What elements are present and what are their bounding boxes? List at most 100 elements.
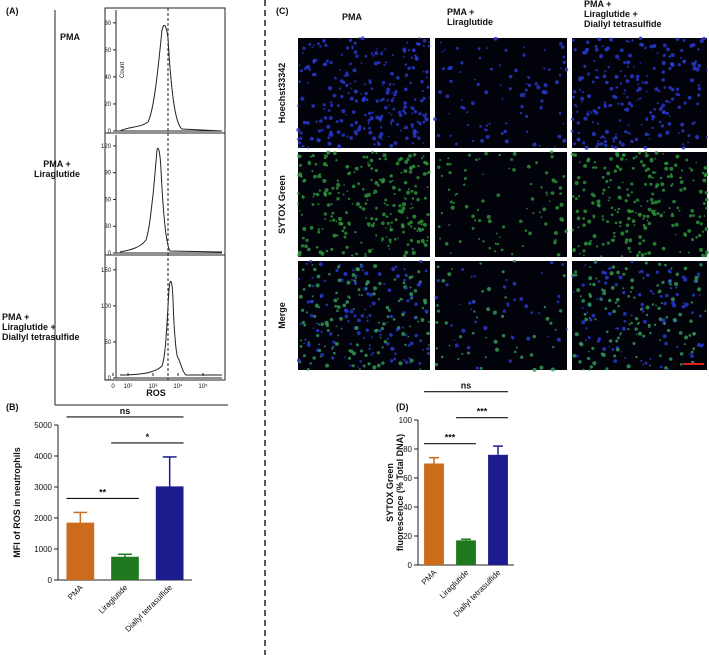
cell [644,361,648,365]
cell [378,281,382,286]
cell [596,339,601,343]
cell [666,175,670,179]
cell [393,357,397,361]
cell [615,54,620,59]
cell [496,232,498,235]
cell [642,334,646,338]
cell [689,43,694,48]
cell [661,110,666,115]
cell [471,101,475,106]
cell [626,364,631,369]
cell [502,285,507,289]
cell [564,229,568,234]
cell [372,136,377,141]
cell [543,67,546,70]
cell [313,174,317,179]
cell [411,197,415,200]
cell [627,294,630,298]
cell [418,121,422,126]
cell [634,316,639,321]
cell [417,320,420,323]
cell [576,106,579,108]
cell [634,327,638,331]
cell [692,179,695,182]
cell [368,130,373,135]
cell [345,113,347,116]
cell [296,128,301,132]
cell [659,176,663,180]
cell [621,326,626,331]
cell [582,368,585,371]
panel-label: (D) [396,402,409,412]
cell [383,202,386,205]
cell [609,86,614,91]
cell [630,321,633,325]
cell [370,216,374,221]
cell [343,184,345,187]
cell [582,180,587,185]
x-tick-label: 10⁵ [198,383,208,390]
cell [298,136,303,141]
cell [341,251,346,255]
cell [377,298,380,301]
cell [321,227,324,230]
cell [417,42,421,46]
cell [466,124,469,127]
cell [301,268,305,271]
cell [322,63,326,67]
cell [650,201,655,205]
cell [585,40,590,44]
cell [588,368,591,371]
cell [574,332,579,337]
cell [700,253,705,258]
cell [679,363,683,366]
cell [297,253,302,257]
cell [586,112,590,117]
cell [358,37,361,40]
cell [593,59,596,62]
row-label: PMA + Liraglutide [34,159,80,179]
cell [385,305,390,310]
cell [326,203,331,207]
cell [603,101,607,104]
cell [365,155,369,159]
cell [680,49,684,53]
y-tick-label: 120 [101,144,112,150]
row-label: PMA + Liraglutide + Diallyl tetrasulfide [2,312,80,342]
cell [695,236,698,239]
cell [390,221,393,224]
cell [331,347,334,350]
cell [408,357,411,360]
cell [625,107,630,112]
cell [602,188,606,192]
cell [393,93,397,97]
cell [312,195,315,198]
cell [360,165,363,168]
cell [627,246,631,250]
cell [326,152,329,155]
cell [581,307,584,310]
cell [372,365,377,370]
cell [389,314,394,319]
cell [361,187,365,191]
cell [638,250,641,254]
cell [647,207,652,212]
y-tick-label: 0 [108,129,112,135]
cell [401,202,407,207]
cell [501,333,506,338]
cell [345,73,350,77]
cell [697,48,700,51]
cell [412,107,415,111]
cell [630,278,635,283]
cell [562,60,567,65]
cell [359,360,363,363]
cell [616,327,620,330]
cell [555,205,560,210]
cell [372,192,376,195]
cell [592,214,596,218]
cell [416,131,419,134]
cell [640,359,643,362]
cell [449,79,453,83]
cell [403,169,408,174]
cell [511,336,515,340]
